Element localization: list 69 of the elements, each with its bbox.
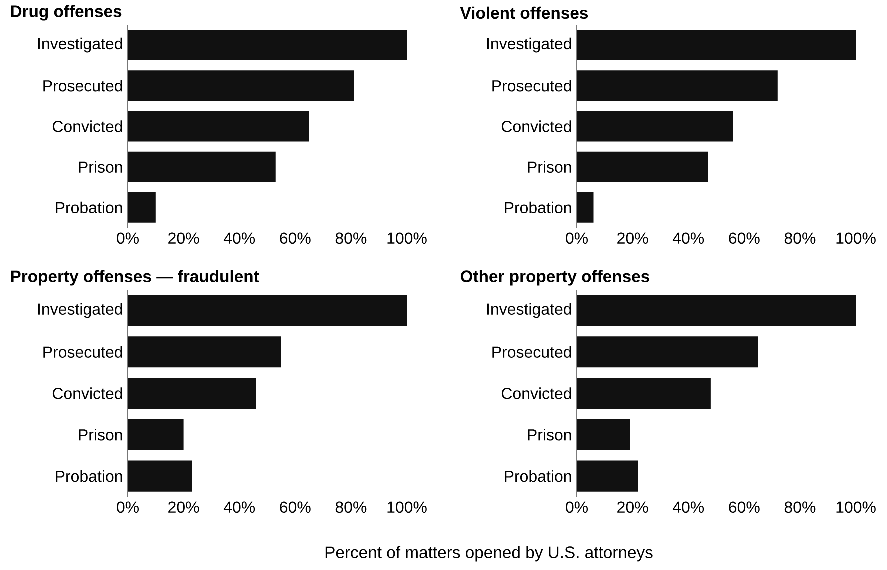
x-tick-label: 60%	[729, 502, 760, 514]
x-tick-label: 80%	[784, 232, 816, 244]
y-tick-label: Investigated	[488, 38, 572, 53]
x-tick-label: 60%	[280, 502, 311, 514]
x-tick-label: 40%	[672, 502, 704, 514]
x-tick-label: 100%	[388, 232, 427, 244]
bar	[128, 70, 354, 102]
bar	[128, 295, 408, 326]
x-tick-label: 0%	[566, 232, 588, 244]
x-tick-label: 100%	[836, 502, 876, 514]
bar	[128, 152, 276, 182]
bar	[128, 460, 192, 492]
chart-title: Property offenses — fraudulent	[11, 270, 260, 286]
bar	[128, 378, 256, 410]
y-tick-label: Investigated	[38, 38, 122, 53]
x-tick-label: 80%	[336, 502, 367, 514]
x-tick-label: 20%	[168, 232, 200, 244]
x-tick-label: 80%	[336, 232, 367, 244]
y-tick-label: Probation	[56, 202, 122, 214]
y-tick-label: Prosecuted	[492, 346, 572, 358]
x-tick-label: 40%	[224, 232, 256, 244]
bar	[577, 378, 711, 410]
x-tick-label: 100%	[836, 232, 876, 244]
y-tick-label: Probation	[505, 470, 572, 482]
y-tick-label: Investigated	[38, 303, 122, 318]
x-tick-label: 80%	[784, 502, 816, 514]
x-axis-title: Percent of matters opened by U.S. attorneys	[326, 546, 653, 562]
bar	[577, 30, 856, 61]
bar	[577, 111, 734, 142]
y-tick-label: Prosecuted	[44, 346, 122, 358]
y-tick-label: Prison	[528, 429, 572, 441]
y-tick-label: Convicted	[502, 120, 572, 132]
bar	[577, 460, 638, 492]
y-tick-label: Prison	[79, 429, 122, 441]
bar	[577, 70, 778, 102]
y-tick-label: Probation	[56, 470, 122, 482]
bar	[577, 152, 708, 182]
x-tick-label: 0%	[117, 232, 139, 244]
x-tick-label: 0%	[566, 502, 588, 514]
x-tick-label: 60%	[280, 232, 311, 244]
chart-title: Violent offenses	[460, 6, 588, 20]
y-tick-label: Investigated	[488, 303, 572, 318]
x-tick-label: 20%	[168, 502, 200, 514]
bar	[577, 336, 758, 368]
y-tick-label: Convicted	[52, 388, 122, 400]
bar	[128, 30, 408, 61]
chart-title: Drug offenses	[11, 5, 122, 21]
bar	[128, 111, 310, 142]
bar	[577, 192, 594, 223]
y-tick-label: Convicted	[502, 388, 572, 400]
y-tick-label: Convicted	[52, 120, 122, 132]
y-tick-label: Prosecuted	[492, 80, 572, 92]
x-tick-label: 40%	[672, 232, 704, 244]
y-tick-label: Prison	[79, 161, 122, 173]
chart-title: Other property offenses	[460, 270, 650, 286]
bar	[577, 419, 630, 450]
y-tick-label: Prison	[528, 161, 572, 173]
x-tick-label: 60%	[729, 232, 760, 244]
x-tick-label: 20%	[618, 232, 648, 244]
y-tick-label: Probation	[505, 202, 572, 214]
x-tick-label: 20%	[618, 502, 648, 514]
bar	[577, 295, 856, 326]
bar	[128, 192, 156, 223]
y-tick-label: Prosecuted	[44, 80, 122, 92]
x-tick-label: 100%	[388, 502, 427, 514]
bar	[128, 419, 184, 450]
bar	[128, 336, 282, 368]
x-tick-label: 40%	[224, 502, 256, 514]
x-tick-label: 0%	[117, 502, 139, 514]
